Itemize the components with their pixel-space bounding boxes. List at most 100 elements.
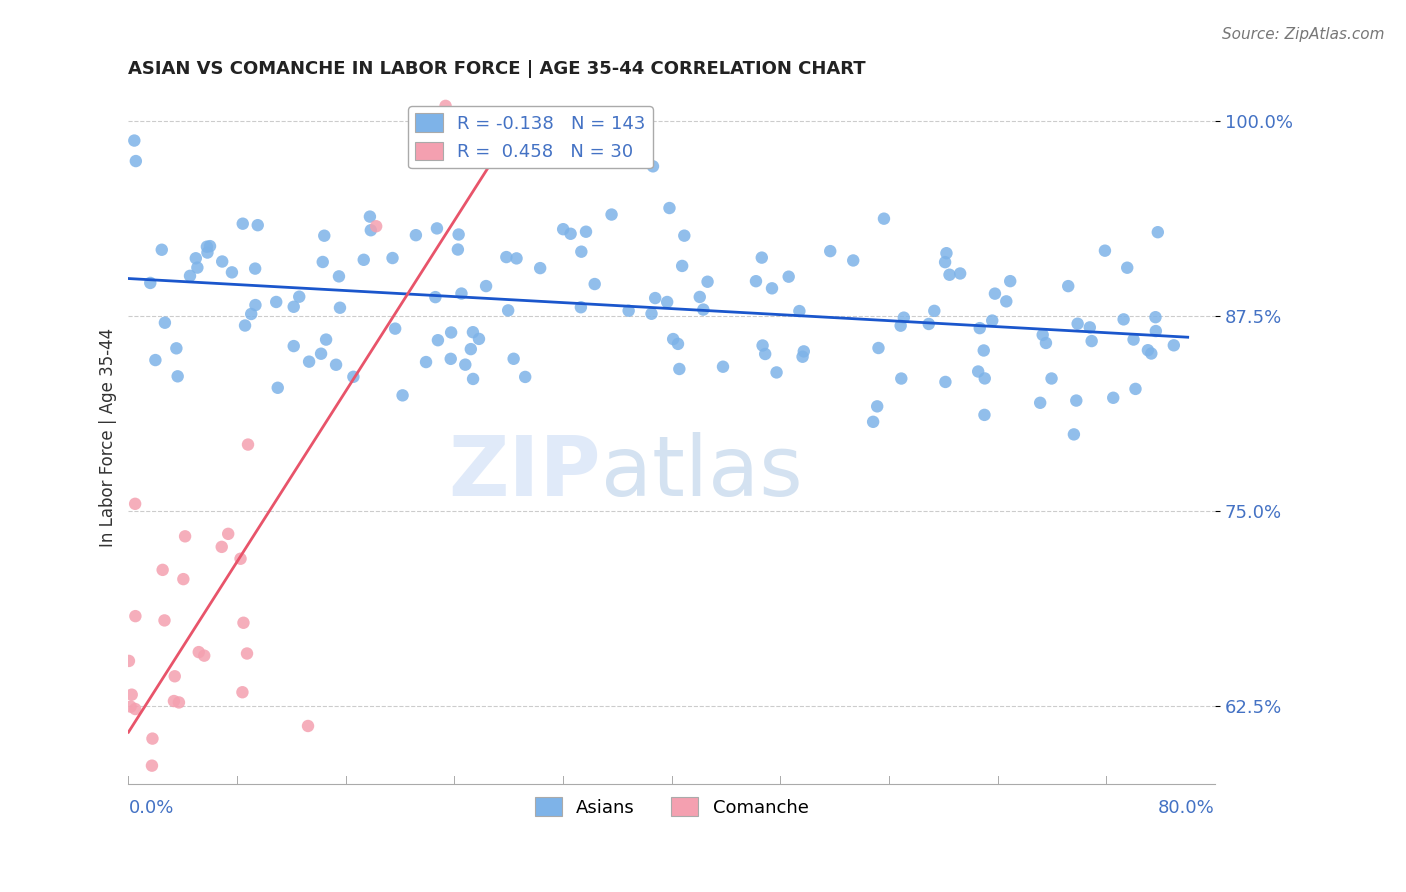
Point	[818, 244, 841, 259]
Point	[751, 251, 773, 265]
Point	[893, 310, 915, 325]
Point	[689, 290, 711, 304]
Point	[314, 228, 336, 243]
Point	[1146, 225, 1168, 239]
Point	[973, 371, 995, 385]
Point	[447, 243, 470, 257]
Point	[381, 251, 404, 265]
Point	[1035, 335, 1057, 350]
Point	[461, 372, 484, 386]
Point	[264, 295, 287, 310]
Text: 80.0%: 80.0%	[1159, 798, 1215, 816]
Point	[934, 375, 956, 389]
Point	[405, 228, 427, 243]
Text: 0.0%: 0.0%	[128, 798, 174, 816]
Point	[124, 134, 146, 148]
Point	[211, 540, 233, 554]
Point	[711, 359, 734, 374]
Point	[569, 244, 592, 259]
Point	[515, 370, 537, 384]
Point	[193, 648, 215, 663]
Point	[668, 362, 690, 376]
Point	[454, 358, 477, 372]
Point	[240, 307, 263, 321]
Point	[778, 269, 800, 284]
Point	[1066, 393, 1088, 408]
Point	[153, 316, 176, 330]
Point	[949, 267, 972, 281]
Point	[125, 154, 148, 169]
Point	[496, 303, 519, 318]
Point	[505, 252, 527, 266]
Point	[315, 333, 337, 347]
Point	[935, 246, 957, 260]
Point	[981, 313, 1004, 327]
Point	[152, 563, 174, 577]
Point	[141, 758, 163, 772]
Point	[862, 415, 884, 429]
Point	[1000, 274, 1022, 288]
Point	[450, 286, 472, 301]
Point	[217, 526, 239, 541]
Point	[384, 321, 406, 335]
Point	[1144, 310, 1167, 325]
Point	[468, 332, 491, 346]
Point	[873, 211, 896, 226]
Point	[934, 255, 956, 269]
Point	[124, 609, 146, 624]
Point	[1163, 338, 1185, 352]
Text: ASIAN VS COMANCHE IN LABOR FORCE | AGE 35-44 CORRELATION CHART: ASIAN VS COMANCHE IN LABOR FORCE | AGE 3…	[128, 60, 866, 78]
Point	[233, 318, 256, 333]
Point	[391, 388, 413, 402]
Point	[641, 159, 664, 173]
Point	[1144, 324, 1167, 338]
Text: ZIP: ZIP	[449, 432, 600, 513]
Point	[973, 408, 995, 422]
Point	[124, 702, 146, 716]
Legend: Asians, Comanche: Asians, Comanche	[527, 790, 815, 824]
Point	[575, 225, 598, 239]
Point	[792, 350, 814, 364]
Point	[1136, 343, 1159, 358]
Point	[745, 274, 768, 288]
Point	[560, 227, 582, 241]
Point	[145, 353, 167, 368]
Point	[793, 344, 815, 359]
Point	[236, 647, 259, 661]
Point	[360, 223, 382, 237]
Point	[662, 332, 685, 346]
Point	[1102, 391, 1125, 405]
Point	[426, 333, 449, 347]
Point	[918, 317, 941, 331]
Point	[1122, 333, 1144, 347]
Point	[1112, 312, 1135, 326]
Text: Source: ZipAtlas.com: Source: ZipAtlas.com	[1222, 27, 1385, 42]
Point	[312, 255, 335, 269]
Point	[461, 325, 484, 339]
Y-axis label: In Labor Force | Age 35-44: In Labor Force | Age 35-44	[100, 327, 117, 547]
Point	[842, 253, 865, 268]
Point	[973, 343, 995, 358]
Point	[187, 645, 209, 659]
Point	[460, 342, 482, 356]
Point	[426, 221, 449, 235]
Point	[995, 294, 1018, 309]
Point	[1078, 320, 1101, 334]
Point	[1029, 396, 1052, 410]
Point	[163, 669, 186, 683]
Point	[283, 339, 305, 353]
Point	[120, 699, 142, 714]
Point	[1080, 334, 1102, 348]
Point	[447, 227, 470, 242]
Point	[583, 277, 606, 291]
Point	[163, 694, 186, 708]
Point	[924, 304, 946, 318]
Point	[195, 240, 218, 254]
Point	[184, 252, 207, 266]
Point	[328, 269, 350, 284]
Point	[118, 654, 141, 668]
Point	[297, 719, 319, 733]
Point	[938, 268, 960, 282]
Point	[288, 290, 311, 304]
Point	[751, 338, 773, 352]
